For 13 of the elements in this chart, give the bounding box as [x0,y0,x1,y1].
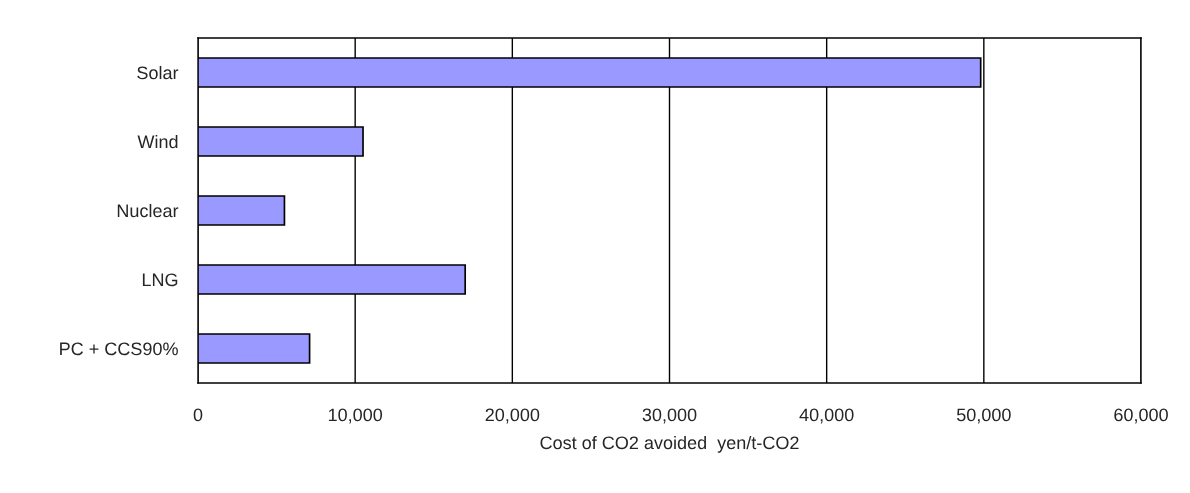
x-tick-label: 60,000 [1114,408,1168,424]
x-tick-label: 10,000 [328,408,383,424]
y-tick-label: Nuclear [117,203,179,218]
y-tick-label: Wind [137,134,178,149]
y-tick-label: PC + CCS90% [60,342,178,356]
x-axis-title: Cost of CO2 avoided yen/t-CO2 [540,435,799,453]
x-tick-label: 50,000 [956,408,1011,424]
x-tick-label: 20,000 [485,408,540,424]
x-tick-label: 40,000 [799,408,854,424]
x-tick-label: 30,000 [642,408,697,424]
y-tick-label: LNG [142,273,178,287]
y-tick-label: Solar [137,65,179,80]
x-tick-label: 0 [193,408,203,422]
